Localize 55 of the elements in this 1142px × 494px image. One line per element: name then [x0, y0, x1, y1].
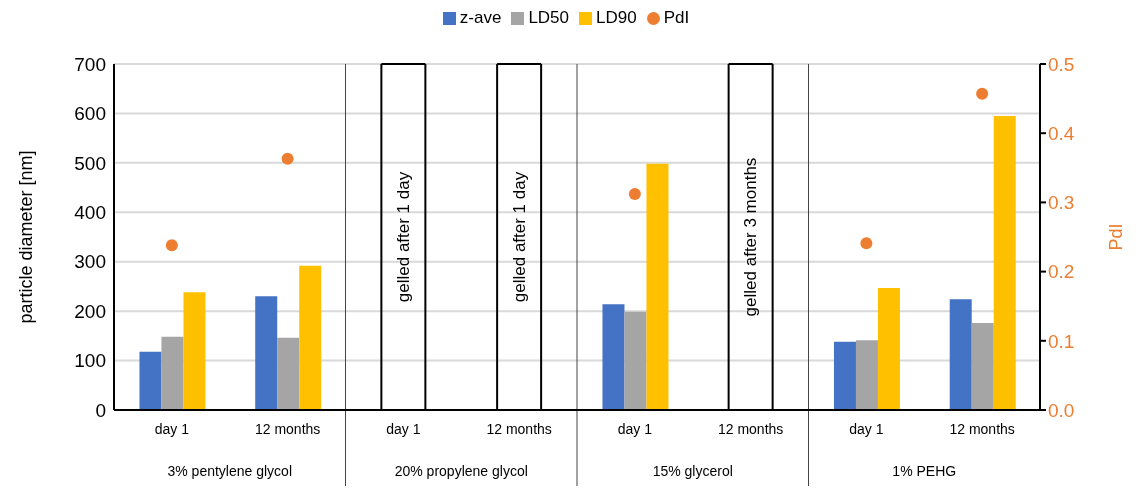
x-tick-label: day 1	[617, 421, 653, 437]
y-tick-label: 700	[74, 53, 106, 75]
text: 1% PEHG	[892, 463, 957, 479]
annotation: gelled after 1 day	[393, 171, 413, 303]
bar	[646, 163, 669, 410]
bar	[277, 337, 300, 410]
legend-label: z-ave	[459, 8, 502, 27]
y-axis-title: particle diameter [nm]	[16, 150, 37, 324]
bar	[949, 299, 972, 410]
bar	[183, 292, 206, 410]
x-tick-label: 12 months	[254, 421, 321, 437]
y-tick-label: 200	[74, 300, 106, 322]
legend-label: LD90	[596, 8, 637, 27]
y2-tick-label: 0.2	[1048, 261, 1075, 283]
x-tick-label: day 1	[154, 421, 190, 437]
y-tick-label: 0	[95, 399, 106, 421]
x-tick-label: day 1	[386, 421, 421, 437]
y2-tick-label: 0.1	[1048, 330, 1075, 352]
point	[628, 188, 641, 201]
y-tick-label: 300	[74, 251, 106, 273]
point	[860, 237, 873, 250]
bar	[299, 265, 322, 410]
bar	[139, 351, 162, 410]
bar	[602, 304, 625, 410]
y2-tick-label: 0.4	[1048, 122, 1075, 144]
bar	[971, 323, 994, 410]
legend-label: LD50	[528, 8, 570, 27]
point	[165, 239, 178, 252]
point	[976, 87, 989, 100]
y2-tick-label: 0.5	[1048, 53, 1075, 75]
x-tick-label: 12 months	[717, 421, 784, 437]
x-tick-label: 12 months	[486, 421, 552, 437]
bar	[833, 341, 856, 410]
bar	[161, 336, 184, 410]
text: 20% propylene glycol	[394, 463, 528, 479]
x-tick-label: day 1	[849, 421, 884, 437]
bar	[877, 287, 900, 410]
bar	[255, 296, 278, 410]
y-tick-label: 400	[74, 202, 106, 224]
legend-label: PdI	[663, 8, 690, 27]
y-tick-label: 100	[74, 350, 106, 372]
y2-axis-title: PdI	[1106, 223, 1127, 251]
bar	[855, 340, 878, 410]
text: 3% pentylene glycol	[167, 463, 293, 479]
bar	[993, 115, 1016, 410]
y-tick-label: 500	[74, 152, 106, 174]
annotation: gelled after 3 months	[741, 157, 761, 317]
y2-tick-label: 0.3	[1048, 192, 1075, 214]
y-tick-label: 600	[74, 103, 106, 125]
point	[281, 152, 294, 165]
x-tick-label: 12 months	[949, 421, 1015, 437]
y2-tick-label: 0.0	[1048, 399, 1075, 421]
annotation: gelled after 1 day	[509, 171, 529, 303]
text: 15% glycerol	[652, 463, 733, 479]
bar	[624, 311, 647, 410]
